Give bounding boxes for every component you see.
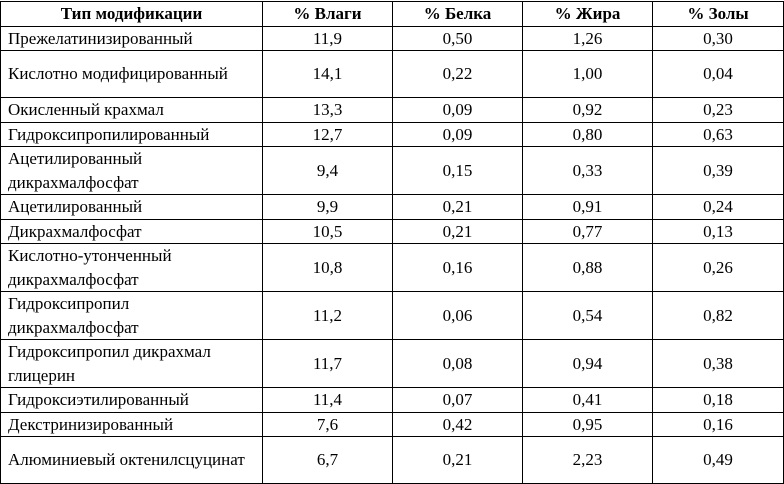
cell-fat: 0,94 (522, 339, 653, 388)
table-row: Гидроксипропил дикрахмал глицерин 11,7 0,0… (0, 339, 784, 388)
cell-modification-type: Декстринизированный (0, 411, 263, 437)
cell-ash: 0,38 (652, 339, 784, 388)
cell-moisture: 11,4 (262, 387, 393, 413)
cell-ash: 0,63 (652, 121, 784, 147)
cell-protein: 0,21 (392, 218, 523, 244)
cell-modification-type: Гидроксипропилированный (0, 121, 263, 147)
cell-protein: 0,21 (392, 194, 523, 220)
cell-ash: 0,23 (652, 97, 784, 123)
cell-protein: 0,50 (392, 25, 523, 51)
cell-modification-type: Гидроксиэтилированный (0, 387, 263, 413)
cell-moisture: 12,7 (262, 121, 393, 147)
cell-modification-type: Гидроксипропил дикрахмал глицерин (0, 339, 263, 388)
cell-moisture: 14,1 (262, 50, 393, 98)
cell-modification-type: Ацетилированный (0, 194, 263, 220)
table-row: Ацетилированный дикрахмалфосфат 9,4 0,15 0,… (0, 146, 784, 195)
cell-ash: 0,49 (652, 436, 784, 484)
table-row: Гидроксипропилированный 12,7 0,09 0,80 0,63 (0, 121, 784, 147)
cell-fat: 0,33 (522, 146, 653, 195)
cell-protein: 0,22 (392, 50, 523, 98)
header-cell-type: Тип модификации (0, 1, 263, 27)
table-body: Прежелатинизированный 11,9 0,50 1,26 0,30 Кис… (0, 25, 784, 484)
table-row: Ацетилированный 9,9 0,21 0,91 0,24 (0, 194, 784, 220)
cell-moisture: 6,7 (262, 436, 393, 484)
table-row: Декстринизированный 7,6 0,42 0,95 0,16 (0, 411, 784, 437)
cell-modification-type: Дикрахмалфосфат (0, 218, 263, 244)
table-header: Тип модификации % Влаги % Белка % Жира %… (0, 1, 784, 27)
cell-fat: 1,26 (522, 25, 653, 51)
table-row: Дикрахмалфосфат 10,5 0,21 0,77 0,13 (0, 218, 784, 244)
cell-modification-type: Кислотно-утонченный дикрахмалфосфат (0, 243, 263, 292)
cell-fat: 1,00 (522, 50, 653, 98)
cell-ash: 0,16 (652, 411, 784, 437)
cell-protein: 0,08 (392, 339, 523, 388)
table-row: Кислотно-утонченный дикрахмалфосфат 10,8 0… (0, 243, 784, 292)
cell-ash: 0,30 (652, 25, 784, 51)
table-row: Прежелатинизированный 11,9 0,50 1,26 0,30 (0, 25, 784, 51)
cell-modification-type: Окисленный крахмал (0, 97, 263, 123)
cell-protein: 0,42 (392, 411, 523, 437)
cell-ash: 0,82 (652, 291, 784, 340)
cell-protein: 0,09 (392, 97, 523, 123)
cell-ash: 0,13 (652, 218, 784, 244)
cell-fat: 0,80 (522, 121, 653, 147)
cell-moisture: 10,8 (262, 243, 393, 292)
cell-ash: 0,24 (652, 194, 784, 220)
cell-modification-type: Гидроксипропил дикрахмалфосфат (0, 291, 263, 340)
table-row: Кислотно модифицированный 14,1 0,22 1,00 0,0… (0, 50, 784, 98)
header-cell-protein: % Белка (392, 1, 523, 27)
cell-fat: 2,23 (522, 436, 653, 484)
cell-fat: 0,88 (522, 243, 653, 292)
header-cell-fat: % Жира (522, 1, 653, 27)
table-row: Окисленный крахмал 13,3 0,09 0,92 0,23 (0, 97, 784, 123)
cell-ash: 0,04 (652, 50, 784, 98)
cell-fat: 0,95 (522, 411, 653, 437)
cell-protein: 0,21 (392, 436, 523, 484)
header-cell-ash: % Золы (652, 1, 784, 27)
cell-protein: 0,07 (392, 387, 523, 413)
cell-modification-type: Алюминиевый октенилсцуцинат (0, 436, 263, 484)
cell-protein: 0,06 (392, 291, 523, 340)
cell-modification-type: Кислотно модифицированный (0, 50, 263, 98)
cell-fat: 0,92 (522, 97, 653, 123)
cell-fat: 0,77 (522, 218, 653, 244)
cell-protein: 0,09 (392, 121, 523, 147)
cell-protein: 0,16 (392, 243, 523, 292)
cell-moisture: 10,5 (262, 218, 393, 244)
header-row: Тип модификации % Влаги % Белка % Жира %… (0, 1, 784, 27)
cell-moisture: 9,9 (262, 194, 393, 220)
cell-modification-type: Прежелатинизированный (0, 25, 263, 51)
table-row: Гидроксиэтилированный 11,4 0,07 0,41 0,18 (0, 387, 784, 413)
table-row: Гидроксипропил дикрахмалфосфат 11,2 0,06 0,… (0, 291, 784, 340)
cell-fat: 0,41 (522, 387, 653, 413)
cell-protein: 0,15 (392, 146, 523, 195)
cell-moisture: 11,7 (262, 339, 393, 388)
header-cell-moisture: % Влаги (262, 1, 393, 27)
cell-moisture: 11,9 (262, 25, 393, 51)
cell-ash: 0,26 (652, 243, 784, 292)
cell-moisture: 9,4 (262, 146, 393, 195)
cell-moisture: 13,3 (262, 97, 393, 123)
cell-fat: 0,91 (522, 194, 653, 220)
cell-moisture: 7,6 (262, 411, 393, 437)
cell-ash: 0,39 (652, 146, 784, 195)
table-row: Алюминиевый октенилсцуцинат 6,7 0,21 2,23 0,… (0, 436, 784, 484)
cell-moisture: 11,2 (262, 291, 393, 340)
cell-modification-type: Ацетилированный дикрахмалфосфат (0, 146, 263, 195)
cell-fat: 0,54 (522, 291, 653, 340)
cell-ash: 0,18 (652, 387, 784, 413)
